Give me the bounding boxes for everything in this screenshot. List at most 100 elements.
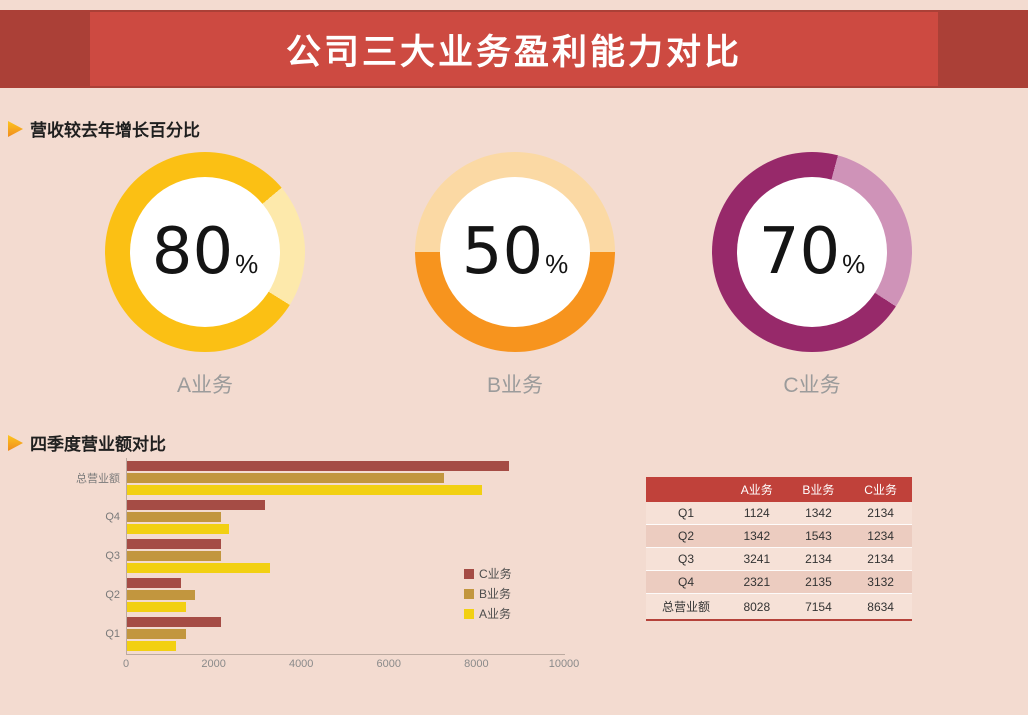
donut-block: 70% C业务	[702, 152, 922, 399]
page-title: 公司三大业务盈利能力对比	[285, 32, 742, 72]
percent-value: 80%	[152, 215, 259, 289]
legend-item: B业务	[464, 585, 512, 602]
percent-sign: %	[842, 249, 866, 279]
bar-group: Q1	[66, 615, 570, 654]
bar-group: Q4	[66, 497, 570, 536]
section-quarterly-header: 四季度营业额对比	[8, 430, 166, 455]
legend-item: A业务	[464, 605, 512, 622]
bar	[126, 523, 230, 534]
donut-block: 80% A业务	[95, 152, 315, 399]
bar-stack	[126, 460, 570, 496]
bar	[126, 472, 444, 483]
table-row: 总营业额 8028 7154 8634	[646, 593, 912, 621]
table-cell: 3132	[849, 570, 912, 594]
table-header-cell: C业务	[849, 477, 912, 502]
donut-label: A业务	[176, 374, 233, 397]
bar	[126, 499, 266, 510]
table-cell: 2321	[726, 570, 788, 594]
bar	[126, 539, 221, 549]
section-marker-icon	[8, 120, 23, 137]
bar-chart-rows: 总营业额 Q4 Q3 Q2 Q1	[66, 458, 570, 654]
legend-item: C业务	[464, 565, 512, 582]
bar	[126, 641, 176, 652]
banner: 公司三大业务盈利能力对比	[90, 12, 938, 86]
bar-stack	[126, 499, 570, 535]
table-cell: Q3	[646, 547, 726, 571]
x-tick: 0	[122, 658, 130, 670]
percent-value: 70%	[759, 215, 866, 289]
x-tick: 8000	[464, 658, 489, 670]
donut-charts: 80% A业务 50% B业务 70% C业务	[0, 152, 1028, 422]
percent-number: 50	[461, 215, 544, 289]
table-cell: 1124	[726, 502, 788, 525]
table-cell: Q1	[646, 502, 726, 525]
table-header-cell: A业务	[726, 477, 788, 502]
donut-label: C业务	[783, 374, 841, 397]
table-cell: Q4	[646, 570, 726, 594]
table-cell: 1543	[787, 524, 850, 548]
bar	[126, 590, 195, 601]
legend-label: A业务	[479, 607, 512, 621]
bar	[126, 460, 510, 471]
bar	[126, 602, 186, 613]
donut-ring: 50%	[415, 152, 615, 352]
donut-hole: 70%	[737, 177, 887, 327]
legend-label: C业务	[479, 567, 512, 581]
bar-group: Q3	[66, 536, 570, 575]
data-table-wrap: A业务 B业务 C业务 Q1 1124 1342 2134 Q2 1342 1543 1234 Q3…	[646, 477, 912, 621]
table-cell: 1342	[787, 502, 850, 525]
percent-number: 80	[151, 215, 234, 289]
table-cell: 8028	[726, 593, 788, 621]
x-tick: 2000	[201, 658, 226, 670]
section-growth-header: 营收较去年增长百分比	[8, 116, 200, 141]
table-cell: Q2	[646, 524, 726, 548]
bar	[126, 578, 181, 589]
bar	[126, 484, 483, 495]
table-cell: 总营业额	[646, 593, 726, 621]
table-cell: 2135	[787, 570, 850, 594]
bar-chart: 总营业额 Q4 Q3 Q2 Q1 0 2000 4000 6000 8000 10000 C业务 B…	[66, 458, 579, 674]
bar	[126, 563, 270, 573]
data-table: A业务 B业务 C业务 Q1 1124 1342 2134 Q2 1342 1543 1234 Q3…	[646, 477, 912, 621]
table-cell: 2134	[849, 502, 912, 525]
category-label: Q3	[105, 550, 120, 562]
percent-sign: %	[545, 249, 569, 279]
x-axis: 0 2000 4000 6000 8000 10000	[122, 656, 579, 674]
donut-ring: 80%	[105, 152, 305, 352]
donut-block: 50% B业务	[405, 152, 625, 399]
x-tick: 10000	[548, 658, 580, 670]
donut-label: B业务	[486, 374, 543, 397]
legend-label: B业务	[479, 587, 512, 601]
table-cell: 3241	[726, 547, 788, 571]
category-label: Q1	[105, 628, 120, 641]
chart-legend: C业务 B业务 A业务	[464, 562, 512, 625]
bar-group: Q2	[66, 576, 570, 615]
x-tick: 4000	[288, 658, 314, 670]
bar-stack	[126, 577, 570, 613]
bar	[126, 617, 221, 628]
donut-hole: 50%	[440, 177, 590, 327]
legend-swatch	[464, 568, 474, 579]
category-label: 总营业额	[76, 472, 120, 485]
donut-ring: 70%	[712, 152, 912, 352]
percent-sign: %	[235, 249, 259, 279]
bar-group: 总营业额	[66, 458, 570, 497]
section-marker-icon	[8, 434, 23, 451]
table-row: Q3 3241 2134 2134	[646, 547, 912, 571]
table-cell: 1342	[726, 524, 788, 548]
table-row: Q4 2321 2135 3132	[646, 570, 912, 594]
table-cell: 8634	[849, 593, 912, 621]
donut-hole: 80%	[130, 177, 280, 327]
table-header-cell: B业务	[787, 477, 850, 502]
table-cell: 2134	[787, 547, 850, 571]
table-cell: 1234	[849, 524, 912, 548]
bar	[126, 629, 186, 640]
legend-swatch	[464, 588, 474, 599]
table-row: Q2 1342 1543 1234	[646, 524, 912, 548]
percent-value: 50%	[462, 215, 569, 289]
table-row: Q1 1124 1342 2134	[646, 502, 912, 525]
x-tick: 6000	[376, 658, 402, 670]
bar-stack	[126, 538, 570, 574]
category-label: Q2	[105, 589, 120, 602]
